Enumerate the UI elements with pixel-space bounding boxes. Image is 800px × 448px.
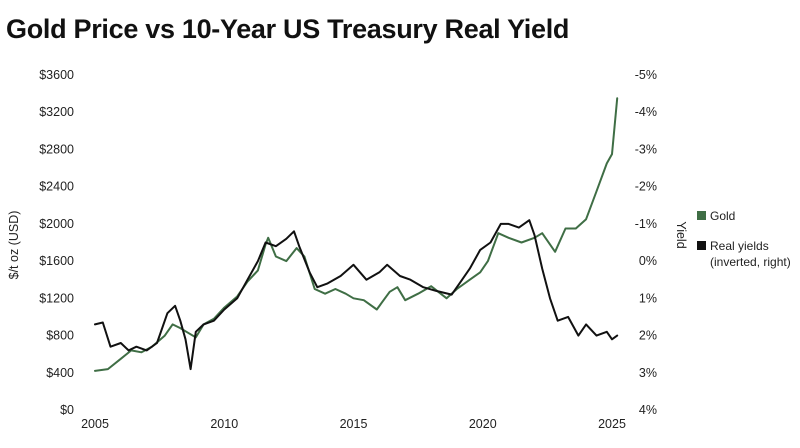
legend-label: Real yields (inverted, right): [710, 239, 791, 269]
series-layer: [94, 97, 619, 372]
y-right-tick-label: -1%: [635, 217, 657, 231]
x-tick-label: 2020: [469, 417, 497, 431]
legend: Gold Real yields (inverted, right): [697, 208, 800, 284]
y-axis-left-ticks: $0 $400 $800 $1200 $1600 $2000 $2400 $2800 $3200…: [39, 68, 74, 417]
y-left-tick-label: $3200: [39, 105, 74, 119]
x-tick-label: 2005: [81, 417, 109, 431]
legend-swatch: [697, 241, 706, 250]
y-left-tick-label: $0: [60, 403, 74, 417]
x-axis-ticks: 2005 2010 2015 2020 2025: [81, 417, 626, 431]
x-tick-label: 2015: [340, 417, 368, 431]
y-left-tick-label: $1200: [39, 291, 74, 305]
y-right-tick-label: -2%: [635, 180, 657, 194]
legend-swatch: [697, 211, 706, 220]
y-right-tick-label: 1%: [639, 291, 657, 305]
y-left-tick-label: $2000: [39, 217, 74, 231]
y-right-tick-label: 2%: [639, 329, 657, 343]
y-right-tick-label: -4%: [635, 105, 657, 119]
y-left-tick-label: $1600: [39, 254, 74, 268]
gold-price-line: [94, 97, 619, 372]
y-axis-right-title: Yield: [674, 221, 688, 248]
legend-label: Gold: [710, 209, 736, 223]
y-right-tick-label: -5%: [635, 68, 657, 82]
x-tick-label: 2025: [598, 417, 626, 431]
y-left-tick-label: $400: [46, 366, 74, 380]
y-axis-right-ticks: 4% 3% 2% 1% 0% -1% -2% -3% -4% -5%: [635, 68, 657, 417]
chart-title: Gold Price vs 10-Year US Treasury Real Y…: [6, 14, 570, 44]
y-right-tick-label: 4%: [639, 403, 657, 417]
y-axis-left-title: $/t oz (USD): [7, 211, 21, 280]
y-right-tick-label: 3%: [639, 366, 657, 380]
y-left-tick-label: $2800: [39, 142, 74, 156]
real-yield-line: [94, 219, 619, 371]
legend-item: Gold: [697, 208, 800, 224]
y-left-tick-label: $3600: [39, 68, 74, 82]
y-right-tick-label: 0%: [639, 254, 657, 268]
legend-item: Real yields (inverted, right): [697, 238, 800, 270]
y-left-tick-label: $2400: [39, 180, 74, 194]
x-tick-label: 2010: [210, 417, 238, 431]
y-left-tick-label: $800: [46, 329, 74, 343]
y-right-tick-label: -3%: [635, 142, 657, 156]
